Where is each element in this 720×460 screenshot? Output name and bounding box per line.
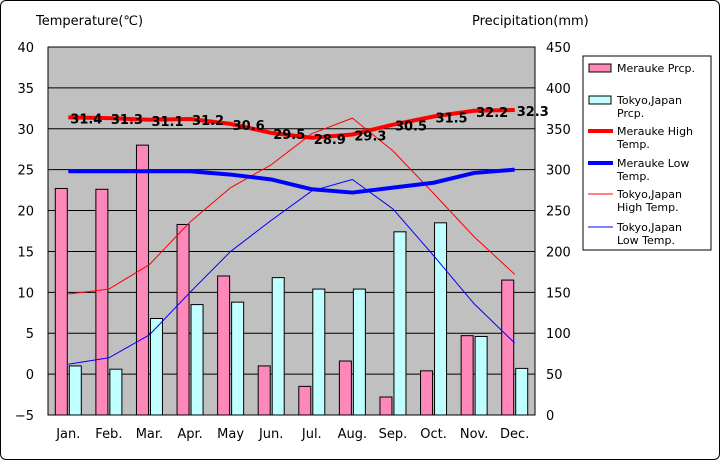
bar [149, 318, 163, 416]
right-tick-label: 400 [546, 82, 571, 97]
right-tick-label: 150 [546, 286, 571, 301]
legend-label: Temp. [616, 138, 650, 151]
right-tick-label: 450 [546, 41, 571, 56]
bar [54, 187, 68, 416]
left-tick-label: 0 [26, 368, 34, 383]
legend-label: Tokyo,Japan [616, 188, 682, 201]
data-label: 31.2 [192, 114, 224, 129]
legend-label: Merauke High [617, 125, 693, 138]
bar [135, 144, 149, 416]
bar [271, 277, 285, 416]
data-label: 30.6 [233, 119, 265, 134]
legend-label: High Temp. [617, 201, 679, 214]
x-tick-label: Jul. [301, 427, 322, 442]
right-tick-label: 200 [546, 245, 571, 260]
left-tick-label: 20 [17, 205, 34, 220]
bar [257, 365, 271, 416]
line-series [68, 107, 515, 140]
legend-label: Prcp. [617, 107, 644, 120]
x-tick-label: Mar. [136, 427, 163, 442]
bar [420, 370, 434, 416]
legend-swatch [588, 95, 612, 105]
data-label: 30.5 [395, 120, 427, 135]
legend-label: Tokyo,Japan [616, 221, 682, 234]
left-tick-label: −5 [15, 409, 34, 424]
legend-box [582, 55, 712, 251]
bar [231, 301, 245, 416]
legend-swatch [588, 63, 612, 73]
x-tick-label: Dec. [500, 427, 529, 442]
left-tick-label: 5 [26, 327, 34, 342]
bar [393, 231, 407, 416]
data-label: 29.3 [354, 130, 386, 145]
bar [109, 368, 123, 416]
x-tick-label: Oct. [420, 427, 447, 442]
right-tick-label: 100 [546, 327, 571, 342]
legend-label: Merauke Low [617, 157, 689, 170]
x-tick-label: Sep. [379, 427, 408, 442]
bar [474, 335, 488, 416]
data-label: 32.3 [517, 105, 549, 120]
legend-label: Merauke Prcp. [617, 62, 695, 75]
x-tick-label: Jun. [258, 427, 283, 442]
data-label: 31.5 [436, 112, 468, 127]
data-label: 31.4 [70, 112, 102, 127]
bar [515, 367, 529, 416]
data-label: 31.3 [111, 113, 143, 128]
data-label: 31.1 [151, 115, 183, 130]
x-tick-label: Apr. [177, 427, 202, 442]
right-tick-label: 350 [546, 123, 571, 138]
legend-label: Temp. [616, 170, 650, 183]
data-label: 28.9 [314, 133, 346, 148]
plot-area [47, 46, 536, 416]
right-tick-label: 250 [546, 205, 571, 220]
legend-label: Low Temp. [617, 234, 675, 247]
bar [95, 188, 109, 416]
right-axis-title: Precipitation(mm) [472, 14, 589, 29]
line-series [68, 167, 515, 195]
bar [176, 223, 190, 416]
left-tick-label: 15 [17, 245, 34, 260]
left-tick-label: 25 [17, 164, 34, 179]
x-tick-label: Aug. [338, 427, 368, 442]
left-tick-label: 35 [17, 82, 34, 97]
right-tick-label: 300 [546, 164, 571, 179]
bar [312, 288, 326, 416]
right-tick-label: 0 [546, 409, 554, 424]
bar [190, 304, 204, 416]
x-tick-label: Nov. [460, 427, 489, 442]
x-tick-label: May [217, 427, 244, 442]
left-tick-label: 10 [17, 286, 34, 301]
x-tick-label: Feb. [95, 427, 122, 442]
bar [434, 222, 448, 416]
x-tick-label: Jan. [55, 427, 80, 442]
right-tick-label: 50 [546, 368, 563, 383]
line-series [68, 117, 516, 295]
legend-label: Tokyo,Japan [616, 94, 682, 107]
bar [338, 360, 352, 416]
bar [460, 335, 474, 416]
left-tick-label: 40 [17, 41, 34, 56]
left-axis-title: Temperature(℃) [36, 14, 144, 29]
bar [68, 365, 82, 416]
left-tick-label: 30 [17, 123, 34, 138]
bar [379, 396, 393, 416]
bar [217, 275, 231, 416]
data-label: 29.5 [273, 128, 305, 143]
bar [352, 288, 366, 416]
line-series [68, 178, 516, 365]
bar [298, 385, 312, 416]
bar [501, 279, 515, 416]
data-label: 32.2 [476, 106, 508, 121]
